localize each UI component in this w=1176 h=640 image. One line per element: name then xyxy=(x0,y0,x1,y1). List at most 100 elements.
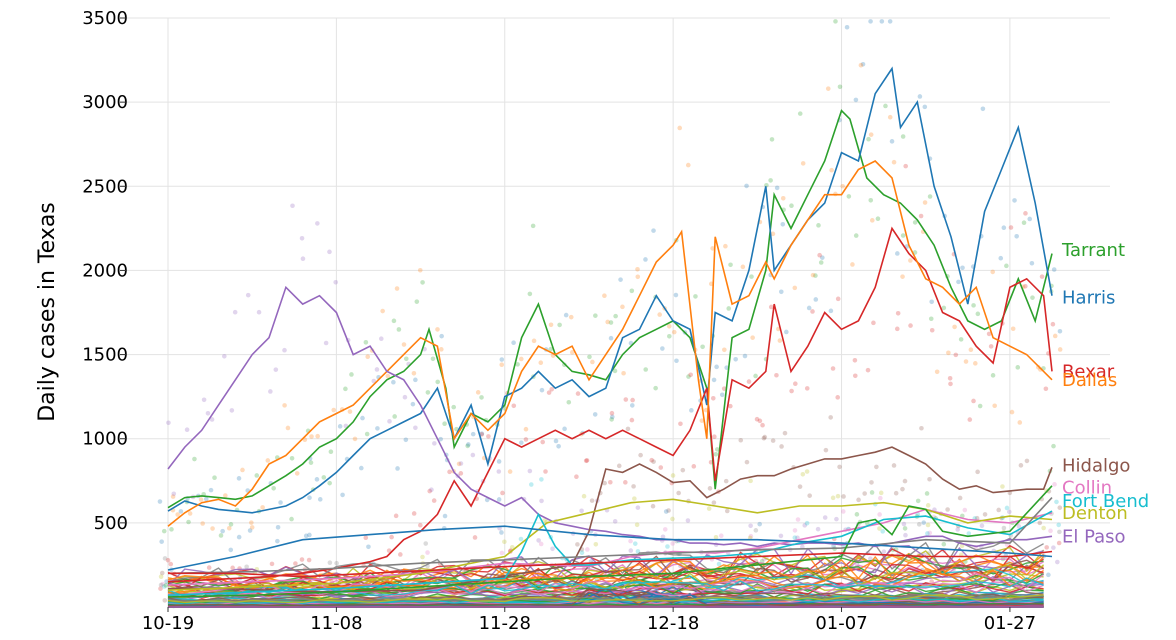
scatter-point xyxy=(912,220,918,225)
scatter-point xyxy=(629,417,635,423)
scatter-point xyxy=(432,441,437,446)
scatter-point xyxy=(352,436,358,442)
scatter-point xyxy=(502,539,507,545)
scatter-point xyxy=(466,442,471,447)
scatter-point xyxy=(608,335,614,341)
scatter-point xyxy=(621,370,626,376)
scatter-point xyxy=(980,106,986,112)
scatter-point xyxy=(853,233,859,238)
scatter-point xyxy=(1054,499,1059,505)
series-line xyxy=(167,497,1053,575)
series-label: El Paso xyxy=(1062,526,1126,547)
scatter-point xyxy=(542,518,547,523)
scatter-point xyxy=(392,414,397,419)
scatter-point xyxy=(232,309,238,315)
scatter-point xyxy=(946,350,951,356)
scatter-point xyxy=(327,249,332,255)
scatter-point xyxy=(650,503,656,509)
scatter-point xyxy=(632,496,637,501)
scatter-point xyxy=(538,360,544,365)
scatter-point xyxy=(201,397,207,403)
scatter-point xyxy=(162,598,168,603)
scatter-point xyxy=(973,361,978,366)
scatter-point xyxy=(543,469,548,474)
scatter-point xyxy=(825,86,831,91)
scatter-point xyxy=(881,549,887,554)
scatter-point xyxy=(470,431,476,437)
scatter-point xyxy=(806,305,812,311)
scatter-point xyxy=(375,426,380,431)
scatter-point xyxy=(418,522,423,528)
scatter-point xyxy=(693,294,698,299)
scatter-point xyxy=(519,440,524,445)
scatter-point xyxy=(592,412,598,417)
scatter-point xyxy=(774,372,779,378)
scatter-point xyxy=(628,538,633,544)
scatter-point xyxy=(1037,520,1043,526)
scatter-point xyxy=(774,185,780,191)
scatter-point xyxy=(977,403,983,409)
scatter-point xyxy=(988,344,994,349)
scatter-point xyxy=(509,544,515,550)
scatter-point xyxy=(420,280,425,285)
scatter-point xyxy=(789,388,794,394)
scatter-point xyxy=(1018,463,1024,468)
series-line xyxy=(167,485,1053,598)
scatter-point xyxy=(605,319,610,325)
scatter-point xyxy=(844,24,850,30)
scatter-point xyxy=(768,178,773,183)
scatter-point xyxy=(435,327,440,332)
y-axis-label: Daily cases in Texas xyxy=(35,202,60,422)
series-label: Collin xyxy=(1062,478,1112,499)
scatter-point xyxy=(754,416,760,422)
scatter-point xyxy=(218,533,224,538)
scatter-point xyxy=(979,523,985,528)
scatter-point xyxy=(451,404,457,410)
scatter-point xyxy=(254,473,260,478)
scatter-point xyxy=(198,497,204,502)
scatter-point xyxy=(802,523,808,528)
scatter-point xyxy=(479,395,484,400)
scatter-point xyxy=(782,430,788,436)
scatter-point xyxy=(795,535,800,541)
scatter-point xyxy=(539,477,544,482)
scatter-point xyxy=(363,340,369,345)
scatter-point xyxy=(300,256,306,262)
scatter-point xyxy=(442,421,447,426)
scatter-point xyxy=(589,498,595,503)
scatter-point xyxy=(465,443,470,449)
scatter-point xyxy=(651,459,656,464)
scatter-point xyxy=(723,243,728,249)
scatter-point xyxy=(414,299,420,304)
scatter-point xyxy=(854,512,860,517)
scatter-point xyxy=(902,526,908,531)
scatter-point xyxy=(1001,225,1007,231)
scatter-point xyxy=(486,434,491,439)
scatter-point xyxy=(862,491,867,496)
scatter-point xyxy=(828,308,834,314)
scatter-point xyxy=(423,541,429,546)
scatter-point xyxy=(710,246,715,251)
scatter-point xyxy=(700,344,705,350)
y-tick-label: 1500 xyxy=(82,345,128,366)
scatter-point xyxy=(757,418,763,424)
scatter-point xyxy=(569,350,575,355)
scatter-point xyxy=(563,312,569,318)
scatter-point xyxy=(499,362,505,368)
scatter-point xyxy=(587,354,592,360)
scatter-point xyxy=(887,114,893,120)
scatter-point xyxy=(387,419,392,424)
scatter-point xyxy=(657,312,662,317)
scatter-point xyxy=(658,465,664,470)
scatter-point xyxy=(813,297,819,302)
scatter-point xyxy=(226,525,232,531)
scatter-point xyxy=(618,277,623,282)
scatter-point xyxy=(829,167,834,173)
scatter-point xyxy=(447,469,452,475)
scatter-point xyxy=(928,316,934,322)
scatter-point xyxy=(289,455,295,461)
scatter-point xyxy=(925,503,931,508)
scatter-point xyxy=(871,320,876,326)
scatter-point xyxy=(1051,267,1057,272)
